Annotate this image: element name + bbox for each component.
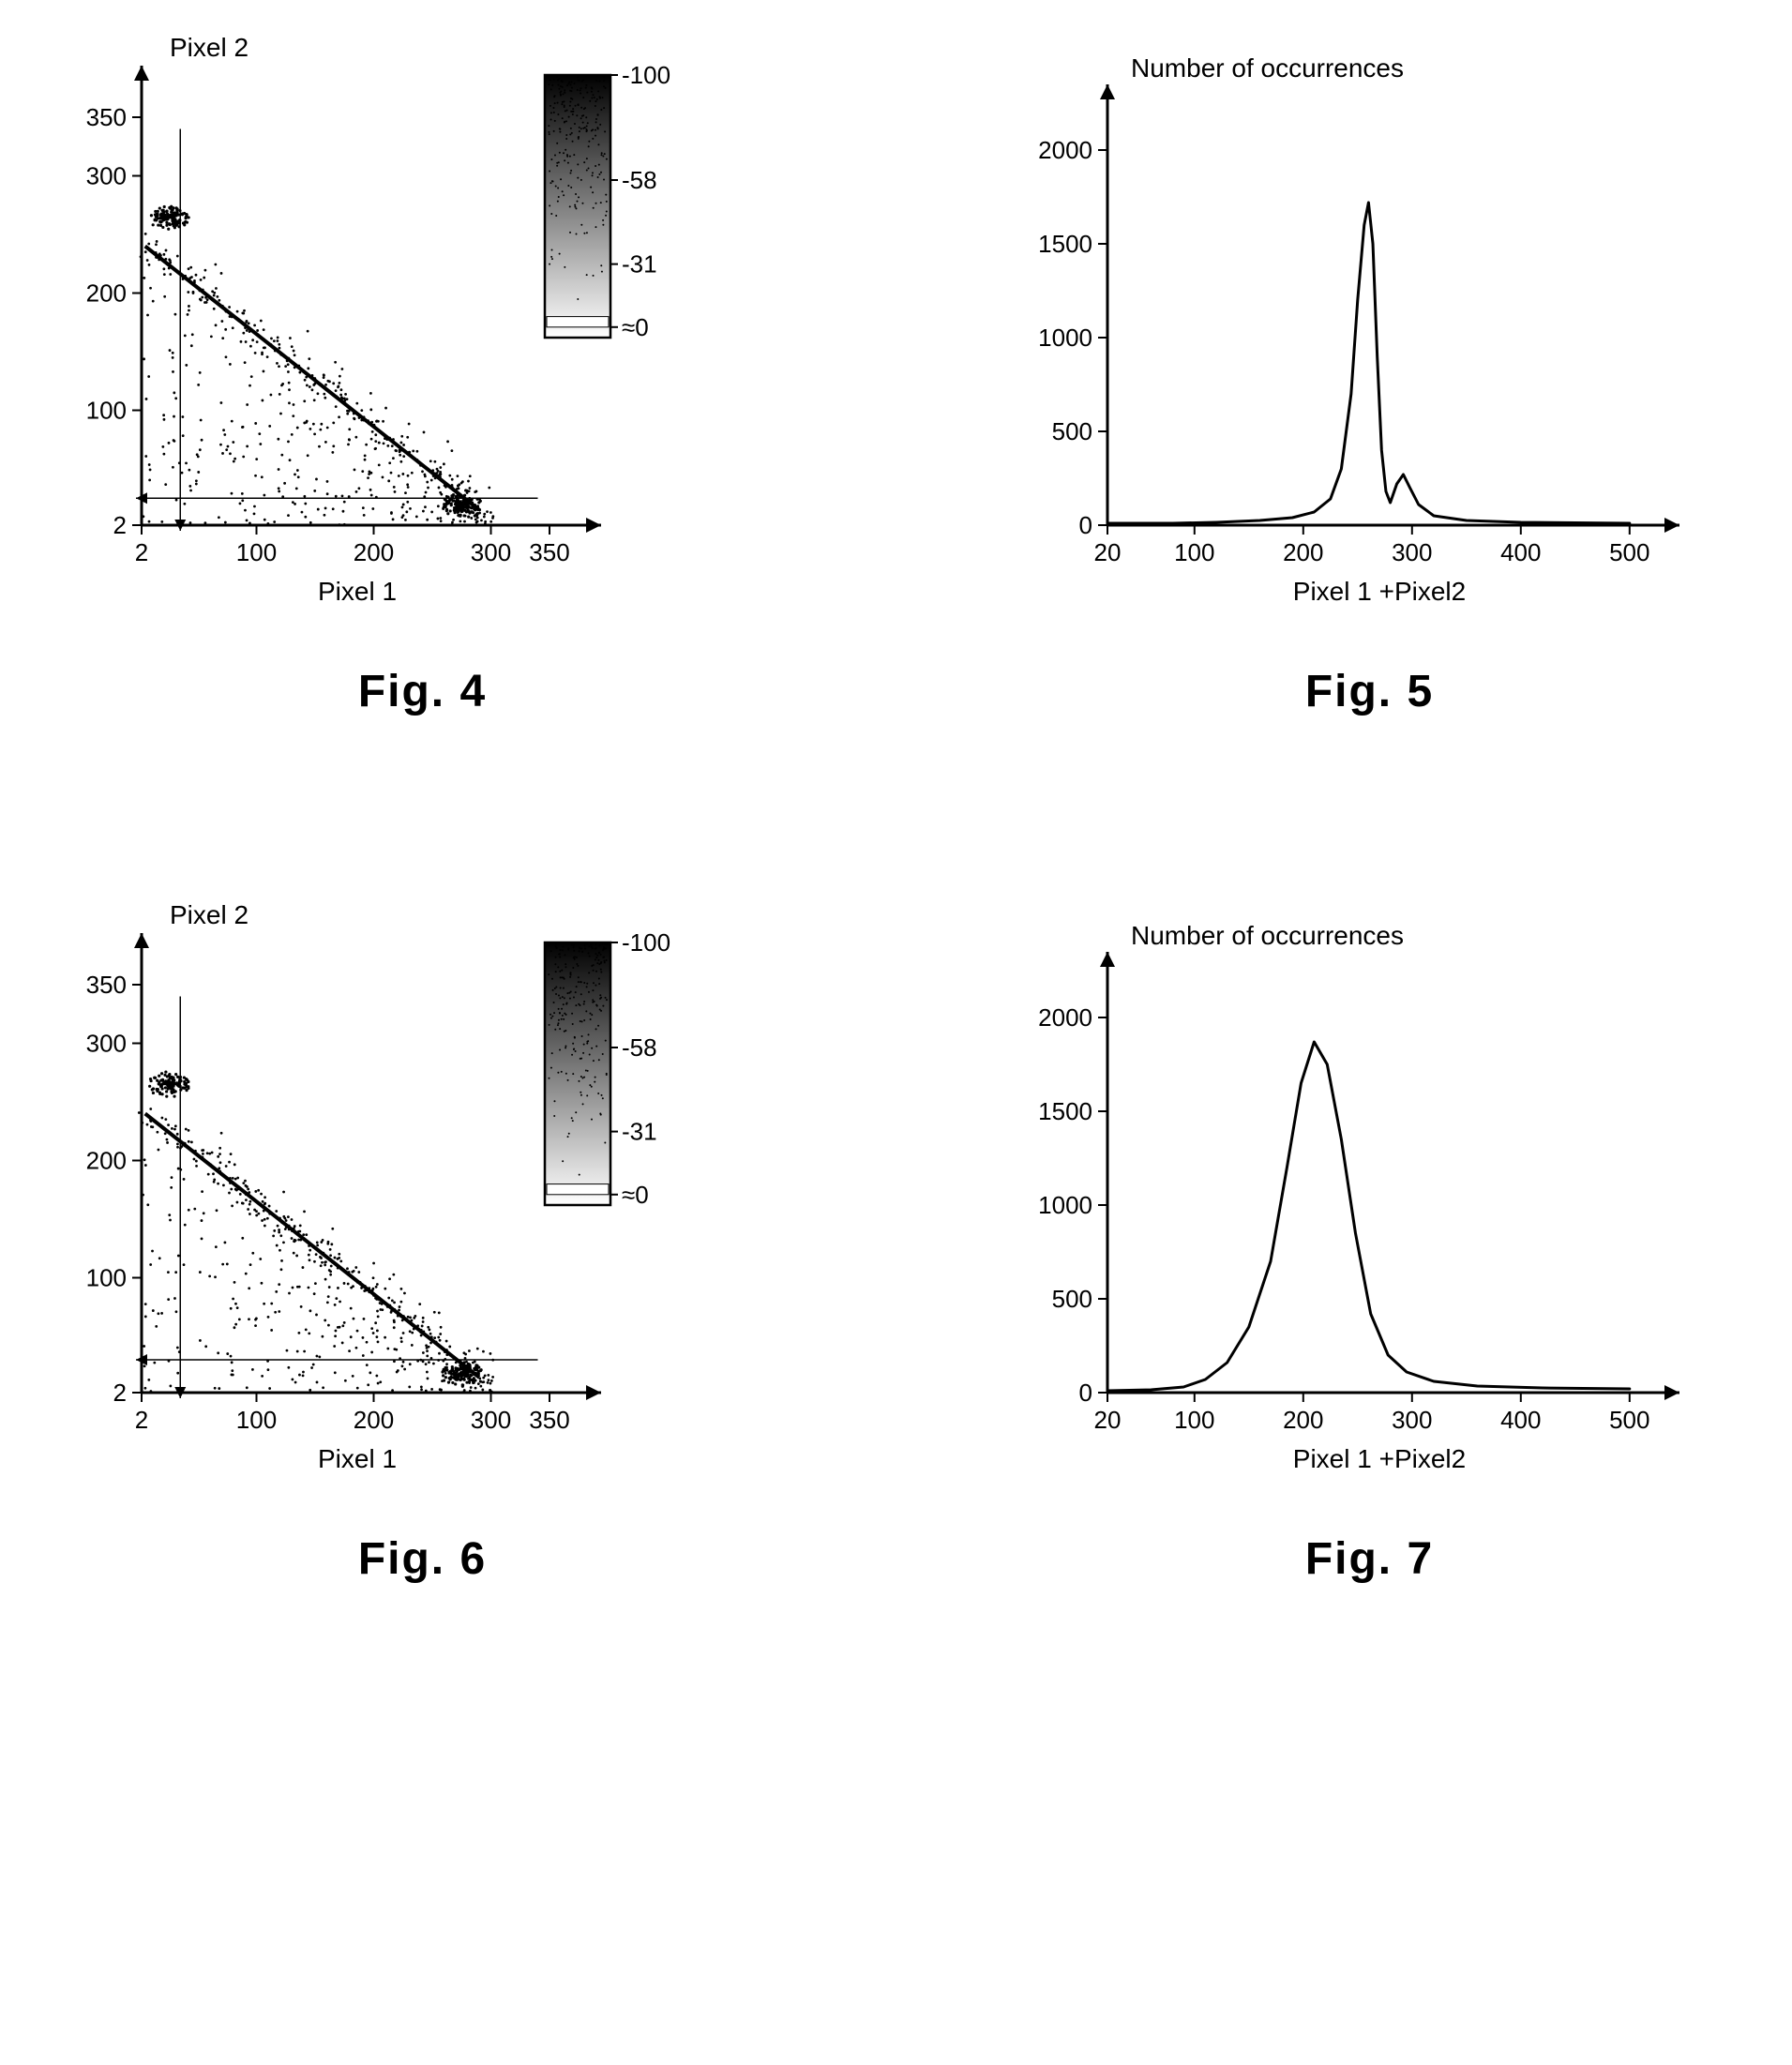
svg-text:100: 100: [85, 1264, 126, 1292]
svg-text:350: 350: [529, 1406, 569, 1434]
svg-text:Pixel 1: Pixel 1: [317, 1444, 396, 1473]
svg-text:1500: 1500: [1038, 1097, 1092, 1125]
fig5-caption: Fig. 5: [986, 666, 1754, 717]
fig7-panel: 20 100 200 300 400 500 0 500 1000 1500 2000 Number …: [986, 905, 1754, 1585]
svg-text:-58: -58: [622, 166, 657, 194]
svg-text:Pixel 1 +Pixel2: Pixel 1 +Pixel2: [1292, 577, 1465, 606]
svg-text:500: 500: [1609, 1406, 1649, 1434]
svg-text:2: 2: [134, 1406, 147, 1434]
svg-text:400: 400: [1500, 1406, 1541, 1434]
svg-text:0: 0: [1078, 511, 1092, 539]
fig6-caption: Fig. 6: [38, 1533, 807, 1585]
svg-text:20: 20: [1093, 1406, 1121, 1434]
fig7-line: 20 100 200 300 400 500 0 500 1000 1500 2000 Number …: [986, 905, 1754, 1505]
svg-text:350: 350: [85, 103, 126, 131]
svg-text:1000: 1000: [1038, 1191, 1092, 1219]
svg-text:200: 200: [353, 538, 393, 566]
svg-text:200: 200: [85, 1147, 126, 1175]
svg-text:≈0: ≈0: [622, 313, 649, 341]
svg-text:300: 300: [85, 162, 126, 190]
svg-text:Pixel 1: Pixel 1: [317, 577, 396, 606]
fig5-line: 20 100 200 300 400 500 0 500 1000 1500 2000 Number …: [986, 38, 1754, 638]
svg-text:2000: 2000: [1038, 136, 1092, 164]
svg-text:20: 20: [1093, 538, 1121, 566]
svg-text:300: 300: [470, 1406, 510, 1434]
svg-text:200: 200: [85, 279, 126, 308]
svg-text:300: 300: [1392, 1406, 1432, 1434]
fig6-scatter: 2 100 200 300 350 2 100 200 300 350 Pixel 1 Pixel 2…: [38, 905, 807, 1505]
svg-text:500: 500: [1051, 417, 1092, 445]
svg-text:200: 200: [1283, 1406, 1323, 1434]
svg-text:500: 500: [1051, 1285, 1092, 1313]
fig6-panel: 2 100 200 300 350 2 100 200 300 350 Pixel 1 Pixel 2…: [38, 905, 807, 1585]
svg-text:≈0: ≈0: [622, 1181, 649, 1209]
svg-text:200: 200: [353, 1406, 393, 1434]
fig4-scatter: 2 100 200 300 350 2 100 200 300 350 Pixel 1 Pixel 2…: [38, 38, 807, 638]
fig4-caption: Fig. 4: [38, 666, 807, 717]
svg-text:100: 100: [85, 397, 126, 425]
svg-text:Number of occurrences: Number of occurrences: [1131, 921, 1404, 950]
svg-text:350: 350: [529, 538, 569, 566]
fig5-panel: 20 100 200 300 400 500 0 500 1000 1500 2000 Number …: [986, 38, 1754, 717]
svg-text:1500: 1500: [1038, 230, 1092, 258]
svg-text:-100: -100: [622, 928, 670, 957]
svg-text:100: 100: [235, 1406, 276, 1434]
svg-text:Pixel 2: Pixel 2: [170, 38, 248, 62]
svg-text:Pixel 2: Pixel 2: [170, 905, 248, 929]
svg-text:-58: -58: [622, 1033, 657, 1062]
svg-text:-31: -31: [622, 1118, 657, 1146]
svg-text:500: 500: [1609, 538, 1649, 566]
fig7-caption: Fig. 7: [986, 1533, 1754, 1585]
svg-text:-100: -100: [622, 61, 670, 89]
svg-text:2: 2: [113, 511, 126, 539]
svg-text:400: 400: [1500, 538, 1541, 566]
svg-text:100: 100: [235, 538, 276, 566]
svg-text:100: 100: [1174, 538, 1214, 566]
svg-text:Number of occurrences: Number of occurrences: [1131, 53, 1404, 83]
svg-text:300: 300: [470, 538, 510, 566]
fig4-panel: 2 100 200 300 350 2 100 200 300 350 Pixel 1 Pixel 2…: [38, 38, 807, 717]
svg-text:300: 300: [85, 1030, 126, 1058]
svg-text:Pixel 1 +Pixel2: Pixel 1 +Pixel2: [1292, 1444, 1465, 1473]
svg-text:2: 2: [113, 1379, 126, 1407]
svg-text:100: 100: [1174, 1406, 1214, 1434]
svg-text:1000: 1000: [1038, 324, 1092, 352]
svg-text:350: 350: [85, 971, 126, 999]
svg-text:0: 0: [1078, 1379, 1092, 1407]
svg-text:300: 300: [1392, 538, 1432, 566]
svg-text:2000: 2000: [1038, 1003, 1092, 1032]
svg-text:200: 200: [1283, 538, 1323, 566]
svg-text:-31: -31: [622, 250, 657, 279]
svg-text:2: 2: [134, 538, 147, 566]
